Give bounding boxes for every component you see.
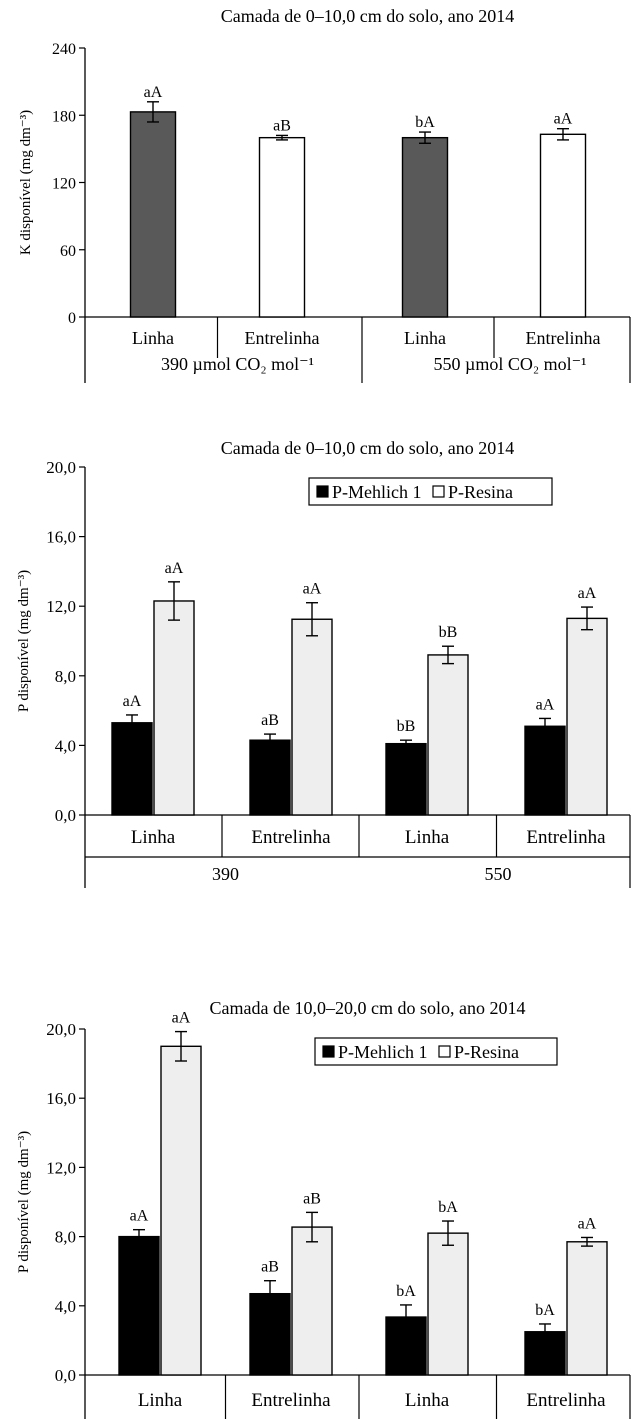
legend-box [314,1037,558,1066]
bar-p-resina [160,1045,202,1376]
category-label: Linha [404,328,446,348]
bar [258,136,306,318]
category-label: Entrelinha [251,827,331,848]
bar-label: bA [396,1283,416,1300]
legend-label: P-Mehlich 1 [332,482,422,502]
bar-label: bA [415,114,435,131]
y-tick-label: 60 [60,243,76,260]
legend-label: P-Resina [448,482,513,502]
group-label: 390 [212,864,239,884]
chart-title: Camada de 0–10,0 cm do solo, ano 2014 [221,438,514,458]
y-tick-label: 20,0 [46,458,76,477]
bar-label: bA [535,1302,555,1319]
category-label: Entrelinha [251,1390,331,1411]
bar-label: aA [144,84,163,101]
chart-title: Camada de 10,0–20,0 cm do solo, ano 2014 [210,998,526,1018]
y-tick-label: 20,0 [46,1020,76,1039]
bar-label: aA [303,581,322,598]
category-label: Linha [405,827,450,848]
bar-label: aB [273,117,291,134]
p-chart-10-20-panel: Camada de 10,0–20,0 cm do solo, ano 2014… [16,998,631,1419]
group-label: 550 µmol CO₂ mol⁻¹ [433,354,586,374]
bar-p-resina [427,1232,469,1376]
bar-label: aB [261,1259,279,1276]
y-tick-label: 4,0 [55,1297,76,1316]
bar-label: bB [439,624,458,641]
y-tick-label: 180 [52,108,76,125]
y-tick-label: 12,0 [46,1158,76,1177]
category-label: Linha [131,827,176,848]
group-label: 390 µmol CO₂ mol⁻¹ [161,354,314,374]
legend-swatch [316,485,329,498]
category-label: Entrelinha [526,827,606,848]
y-tick-label: 12,0 [46,597,76,616]
bar [539,133,587,318]
bar-label: aA [172,1010,191,1027]
y-tick-label: 0,0 [55,806,76,825]
legend-label: P-Mehlich 1 [338,1042,428,1062]
category-label: Entrelinha [526,328,601,348]
y-tick-label: 16,0 [46,1089,76,1108]
bar-label: bA [438,1199,458,1216]
bar-p-resina [566,617,608,816]
y-tick-label: 8,0 [55,667,76,686]
legend-label: P-Resina [454,1042,519,1062]
bar-label: aA [578,1215,597,1232]
k-chart-panel: Camada de 0–10,0 cm do solo, ano 2014 K d… [18,6,631,383]
y-tick-label: 0 [68,310,76,327]
legend-swatch [322,1045,335,1058]
legend-swatch [432,485,445,498]
category-label: Entrelinha [245,328,320,348]
chart-title: Camada de 0–10,0 cm do solo, ano 2014 [221,6,514,26]
bar-label: bB [397,718,416,735]
bar-label: aA [165,560,184,577]
bar-p-resina [291,618,333,816]
category-label: Linha [132,328,174,348]
y-tick-label: 120 [52,176,76,193]
bar-p-mehlich [385,742,427,816]
bar-label: aA [130,1208,149,1225]
y-axis-label: P disponível (mg dm⁻³) [16,570,32,712]
y-tick-label: 0,0 [55,1366,76,1385]
bar-p-resina [427,654,469,816]
group-label: 550 [485,864,512,884]
bar-label: aA [554,111,573,128]
y-axis-label: P disponível (mg dm⁻³) [16,1131,32,1273]
y-axis-label: K disponível (mg dm⁻³) [18,110,34,255]
bar-p-resina [566,1241,608,1376]
bar-p-mehlich [524,725,566,816]
bar-p-resina [153,600,195,816]
category-label: Linha [405,1390,450,1411]
bar-label: aB [303,1190,321,1207]
y-tick-label: 240 [52,41,76,58]
bar-label: aA [578,585,597,602]
bar-p-resina [291,1226,333,1376]
bar [129,111,177,318]
y-tick-label: 4,0 [55,736,76,755]
bar-p-mehlich [111,722,153,816]
y-tick-label: 8,0 [55,1228,76,1247]
bar [401,136,449,318]
bar-p-mehlich [118,1235,160,1376]
bar-p-mehlich [249,739,291,816]
legend-swatch [438,1045,451,1058]
y-tick-label: 16,0 [46,528,76,547]
category-label: Entrelinha [526,1390,606,1411]
bar-label: aA [123,693,142,710]
p-chart-0-10-panel: Camada de 0–10,0 cm do solo, ano 2014 P d… [16,438,631,888]
bar-label: aB [261,712,279,729]
category-label: Linha [138,1390,183,1411]
legend-box [308,477,553,506]
bar-label: aA [536,696,555,713]
